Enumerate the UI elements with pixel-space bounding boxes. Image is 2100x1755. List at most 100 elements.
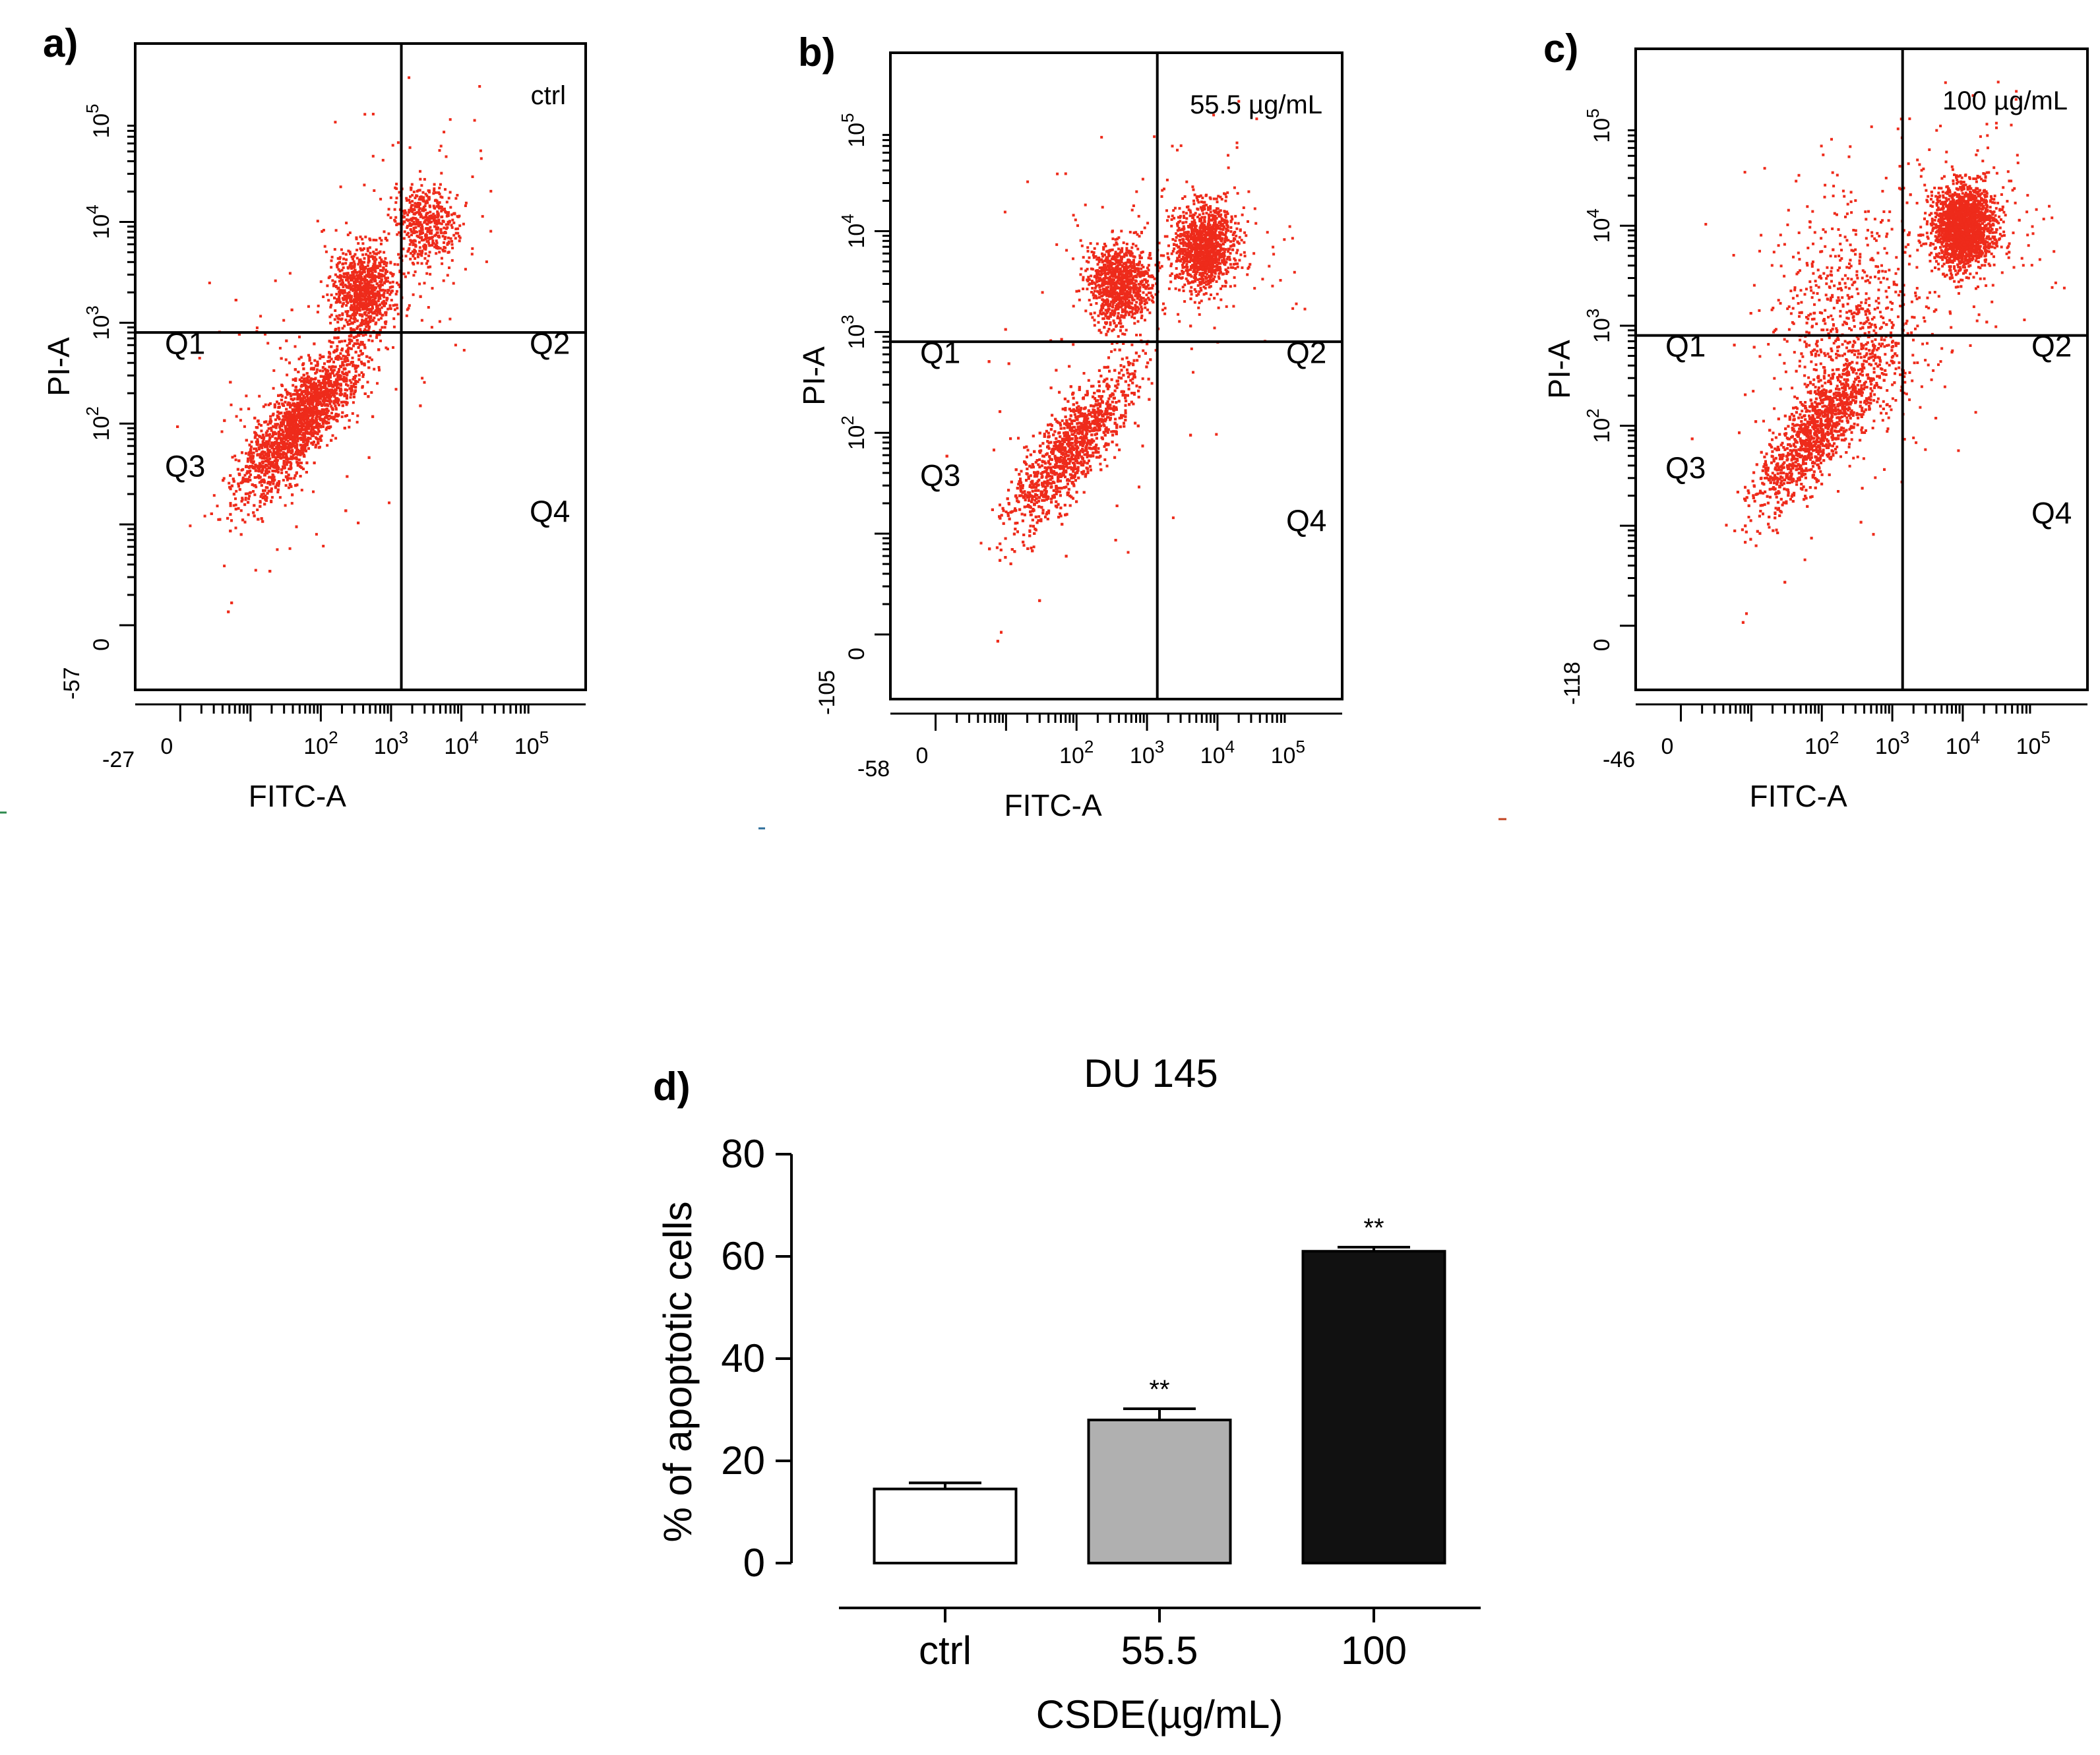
data-point [386, 288, 390, 292]
data-point [359, 301, 362, 304]
data-point [393, 208, 396, 211]
data-point [232, 493, 235, 496]
data-point [282, 465, 285, 468]
data-point [255, 440, 258, 443]
data-point [315, 403, 319, 406]
data-point [290, 477, 293, 480]
data-point [281, 447, 284, 450]
data-point [289, 404, 292, 408]
data-point [352, 277, 355, 280]
data-point [299, 443, 302, 446]
data-point [427, 306, 430, 309]
data-point [365, 292, 368, 295]
data-point [350, 308, 353, 311]
data-point [203, 514, 206, 518]
data-point [323, 417, 326, 421]
data-point [282, 433, 284, 437]
data-point [445, 200, 448, 204]
data-point [307, 447, 310, 450]
data-point [262, 438, 265, 441]
data-point [342, 291, 346, 294]
data-point [384, 272, 387, 275]
data-point [416, 202, 419, 206]
data-point [375, 305, 379, 308]
data-point [303, 377, 306, 381]
data-point [355, 311, 359, 315]
data-point [339, 283, 342, 286]
data-point [326, 369, 330, 373]
data-point [270, 426, 273, 429]
data-point [280, 468, 284, 471]
data-point [394, 292, 398, 295]
data-point [232, 479, 235, 483]
data-point [327, 380, 330, 383]
data-point [313, 431, 316, 433]
data-point [330, 388, 334, 392]
data-point [330, 400, 333, 403]
data-point [369, 292, 373, 295]
data-point [284, 452, 288, 456]
data-point [321, 408, 324, 412]
data-point [357, 277, 361, 280]
data-point [281, 402, 284, 406]
data-point [278, 480, 281, 483]
data-point [338, 289, 342, 292]
data-point [356, 275, 359, 278]
data-point [371, 301, 374, 305]
data-point [328, 275, 332, 278]
data-point [244, 492, 247, 495]
data-point [218, 518, 222, 521]
data-point [391, 280, 394, 284]
data-point [281, 385, 284, 387]
data-point [238, 473, 241, 476]
data-point [371, 306, 374, 309]
data-point [323, 382, 326, 385]
data-point [297, 462, 300, 465]
data-point [323, 408, 326, 412]
data-point [330, 293, 333, 297]
data-point [338, 314, 341, 317]
data-point [321, 366, 324, 369]
data-point [319, 369, 322, 373]
data-point [266, 445, 269, 448]
data-point [345, 383, 348, 386]
data-point [296, 404, 299, 408]
data-point [356, 280, 359, 283]
data-point [478, 85, 481, 88]
data-point [256, 508, 259, 511]
data-point [361, 267, 364, 270]
data-point [301, 468, 305, 470]
data-point [288, 402, 291, 406]
data-point [310, 406, 313, 410]
data-point [288, 420, 292, 423]
data-point [287, 448, 290, 451]
data-point [330, 266, 333, 269]
data-point [302, 428, 305, 431]
data-point [398, 269, 402, 272]
data-point [346, 292, 350, 295]
data-point [264, 494, 267, 497]
data-point [257, 423, 261, 426]
data-point [358, 295, 361, 299]
data-point [305, 419, 309, 422]
data-point [361, 321, 363, 324]
data-point [375, 303, 378, 305]
data-point [464, 201, 468, 204]
data-point [276, 450, 280, 453]
data-point [241, 518, 244, 522]
data-point [300, 421, 303, 425]
data-point [222, 477, 226, 480]
data-point [326, 293, 329, 296]
data-point [305, 443, 309, 446]
data-point [289, 443, 292, 446]
data-point [261, 465, 264, 468]
data-point [252, 490, 255, 493]
data-point [373, 367, 376, 371]
data-point [352, 383, 355, 385]
data-point [283, 466, 286, 470]
data-point [390, 290, 394, 293]
data-point [299, 475, 302, 477]
data-point [324, 390, 328, 393]
data-point [345, 401, 348, 404]
data-point [361, 385, 364, 388]
